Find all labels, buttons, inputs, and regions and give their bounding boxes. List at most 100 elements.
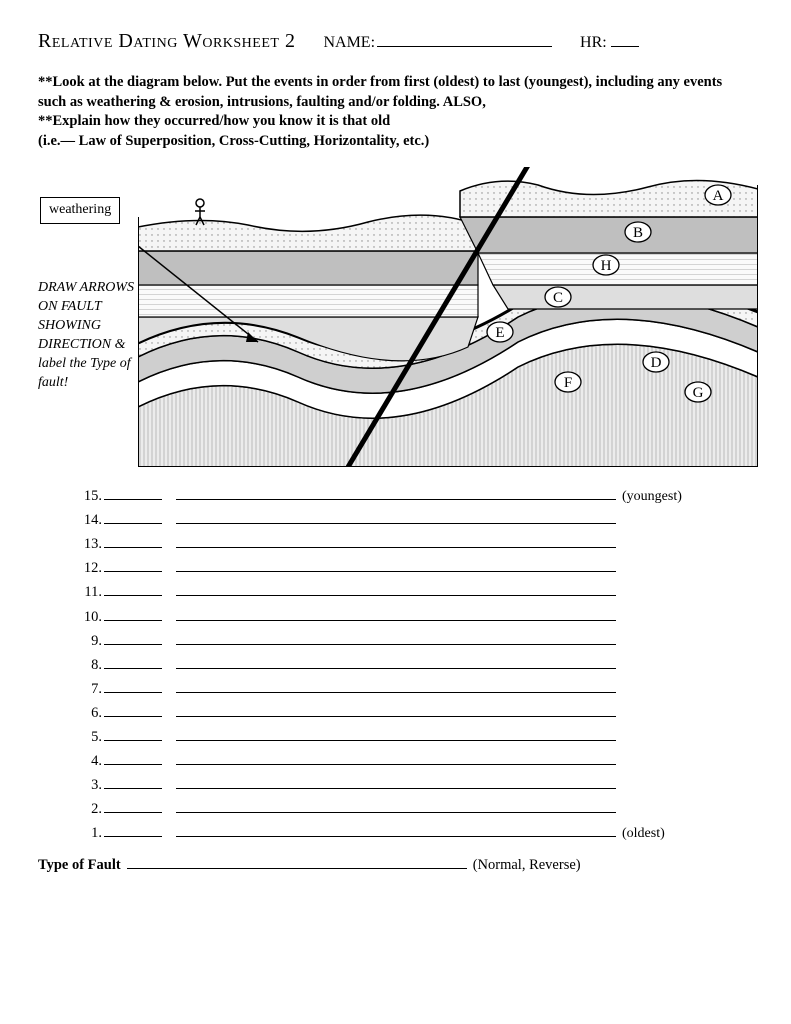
layer-label-b: B <box>625 222 651 242</box>
answer-number: 1. <box>78 825 102 842</box>
answer-number: 15. <box>78 488 102 505</box>
layer-label-a: A <box>705 185 731 205</box>
answer-short-blank[interactable] <box>104 776 162 789</box>
layer-label-f: F <box>555 372 581 392</box>
answer-line: 5. <box>78 728 753 746</box>
fault-type-blank[interactable] <box>127 856 467 869</box>
answer-long-blank[interactable] <box>176 607 616 620</box>
svg-text:C: C <box>553 290 563 306</box>
answer-short-blank[interactable] <box>104 680 162 693</box>
answer-long-blank[interactable] <box>176 776 616 789</box>
answer-long-blank[interactable] <box>176 680 616 693</box>
answer-long-blank[interactable] <box>176 487 616 500</box>
name-field: NAME: <box>323 33 552 52</box>
answer-number: 4. <box>78 753 102 770</box>
layer-label-d: D <box>643 352 669 372</box>
answer-long-blank[interactable] <box>176 511 616 524</box>
answer-long-blank[interactable] <box>176 800 616 813</box>
answer-line: 6. <box>78 704 753 722</box>
answer-line: 11. <box>78 583 753 601</box>
answer-long-blank[interactable] <box>176 583 616 596</box>
svg-text:D: D <box>651 355 662 371</box>
answer-short-blank[interactable] <box>104 704 162 717</box>
answer-number: 6. <box>78 705 102 722</box>
answer-short-blank[interactable] <box>104 559 162 572</box>
layer-b-right <box>460 217 758 253</box>
answer-short-blank[interactable] <box>104 728 162 741</box>
fault-type-hint: (Normal, Reverse) <box>473 857 581 874</box>
layer-label-c: C <box>545 287 571 307</box>
answer-number: 11. <box>78 584 102 601</box>
answer-short-blank[interactable] <box>104 511 162 524</box>
svg-text:G: G <box>693 385 704 401</box>
answer-line: 8. <box>78 656 753 674</box>
fault-type-row: Type of Fault (Normal, Reverse) <box>38 856 753 874</box>
answer-line: 10. <box>78 607 753 625</box>
answer-number: 14. <box>78 512 102 529</box>
answer-short-blank[interactable] <box>104 632 162 645</box>
worksheet-title: Relative Dating Worksheet 2 <box>38 30 295 53</box>
answer-short-blank[interactable] <box>104 752 162 765</box>
answer-line: 14. <box>78 511 753 529</box>
name-blank[interactable] <box>377 33 552 47</box>
layer-c-right <box>493 285 758 309</box>
svg-text:A: A <box>713 188 724 204</box>
name-label: NAME: <box>323 34 375 52</box>
answer-number: 13. <box>78 536 102 553</box>
layer-a-left <box>138 215 478 251</box>
youngest-label: (youngest) <box>622 489 682 505</box>
answer-short-blank[interactable] <box>104 535 162 548</box>
answer-number: 3. <box>78 777 102 794</box>
header-row: Relative Dating Worksheet 2 NAME: HR: <box>38 30 753 53</box>
answer-line: 7. <box>78 680 753 698</box>
answer-number: 7. <box>78 681 102 698</box>
svg-text:H: H <box>601 258 612 274</box>
draw-arrows-label: DRAW ARROWS ON FAULT SHOWING DIRECTION &… <box>38 279 148 392</box>
answer-long-blank[interactable] <box>176 559 616 572</box>
answer-line: 3. <box>78 776 753 794</box>
answer-long-blank[interactable] <box>176 656 616 669</box>
answer-short-blank[interactable] <box>104 487 162 500</box>
answer-long-blank[interactable] <box>176 824 616 837</box>
layer-b-left <box>138 251 478 285</box>
answer-long-blank[interactable] <box>176 632 616 645</box>
answer-short-blank[interactable] <box>104 824 162 837</box>
hr-blank[interactable] <box>611 33 639 47</box>
answer-number: 2. <box>78 801 102 818</box>
instructions: **Look at the diagram below. Put the eve… <box>38 73 753 151</box>
diagram-area: weathering DRAW ARROWS ON FAULT SHOWING … <box>38 167 753 477</box>
answer-line: 15. (youngest) <box>78 487 753 505</box>
answer-long-blank[interactable] <box>176 728 616 741</box>
weathering-label: weathering <box>40 197 120 224</box>
svg-text:E: E <box>495 325 504 341</box>
answer-long-blank[interactable] <box>176 535 616 548</box>
hr-label: HR: <box>580 34 607 52</box>
answer-line: 12. <box>78 559 753 577</box>
answer-short-blank[interactable] <box>104 607 162 620</box>
answer-long-blank[interactable] <box>176 704 616 717</box>
answer-line: 1. (oldest) <box>78 824 753 842</box>
answer-line: 4. <box>78 752 753 770</box>
svg-text:F: F <box>564 375 572 391</box>
answer-number: 12. <box>78 560 102 577</box>
layer-label-e: E <box>487 322 513 342</box>
answer-number: 5. <box>78 729 102 746</box>
answer-line: 9. <box>78 632 753 650</box>
layer-label-g: G <box>685 382 711 402</box>
svg-text:B: B <box>633 225 643 241</box>
answer-number: 10. <box>78 609 102 626</box>
answer-number: 8. <box>78 657 102 674</box>
answer-short-blank[interactable] <box>104 800 162 813</box>
answer-short-blank[interactable] <box>104 583 162 596</box>
oldest-label: (oldest) <box>622 826 665 842</box>
answer-short-blank[interactable] <box>104 656 162 669</box>
layer-label-h: H <box>593 255 619 275</box>
answer-line: 2. <box>78 800 753 818</box>
layer-h-left <box>138 285 478 317</box>
fault-type-label: Type of Fault <box>38 857 121 874</box>
answer-lines: 15. (youngest) 14. 13. 12. 11. 10. 9. 8. 7. 6. 5. 4.… <box>78 487 753 842</box>
strata-diagram: A B H C E D F G <box>138 167 758 467</box>
answer-long-blank[interactable] <box>176 752 616 765</box>
answer-number: 9. <box>78 633 102 650</box>
answer-line: 13. <box>78 535 753 553</box>
